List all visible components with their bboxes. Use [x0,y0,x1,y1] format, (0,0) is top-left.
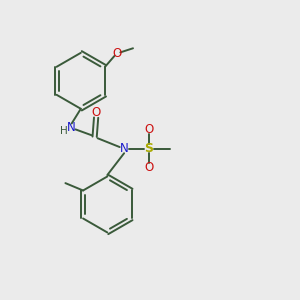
Text: H: H [60,126,68,136]
Text: O: O [145,124,154,136]
Text: N: N [67,122,76,134]
Text: S: S [145,142,154,155]
Text: O: O [145,160,154,174]
Text: O: O [112,47,122,60]
Text: N: N [120,142,128,155]
Text: O: O [92,106,101,119]
